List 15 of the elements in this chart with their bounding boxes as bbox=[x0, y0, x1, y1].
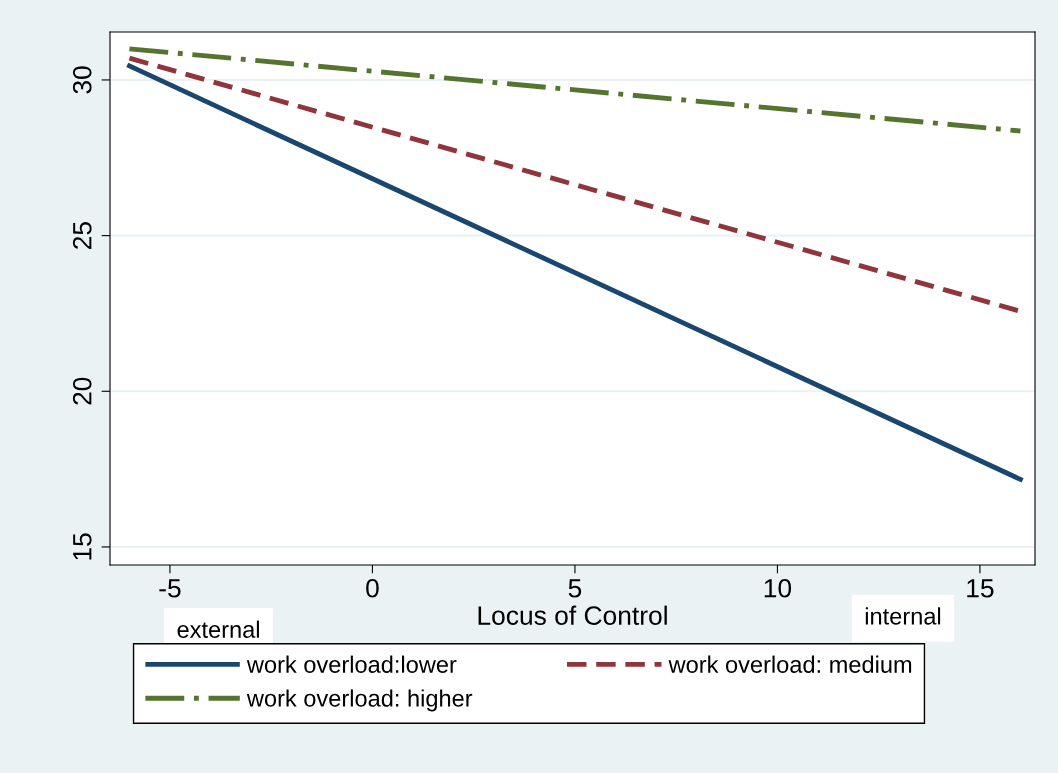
y-tick-label: 30 bbox=[72, 66, 92, 94]
x-tick-label: 0 bbox=[366, 578, 379, 598]
y-tick-label: 15 bbox=[73, 533, 92, 560]
x-tick-label: 10 bbox=[764, 578, 792, 598]
x-axis-title: Locus of Control bbox=[478, 605, 667, 625]
legend-label: work overload:lower bbox=[246, 655, 457, 673]
x-tick-label: 15 bbox=[967, 579, 994, 598]
y-tick-label: 20 bbox=[72, 377, 92, 405]
legend-label: work overload: medium bbox=[668, 655, 912, 673]
legend-label: work overload: higher bbox=[246, 689, 473, 712]
text: external bbox=[177, 620, 259, 638]
y-tick-label: 25 bbox=[72, 222, 92, 249]
x-tick-label: 5 bbox=[568, 579, 582, 598]
x-tick-label: -5 bbox=[159, 579, 181, 598]
text: internal bbox=[865, 607, 941, 625]
